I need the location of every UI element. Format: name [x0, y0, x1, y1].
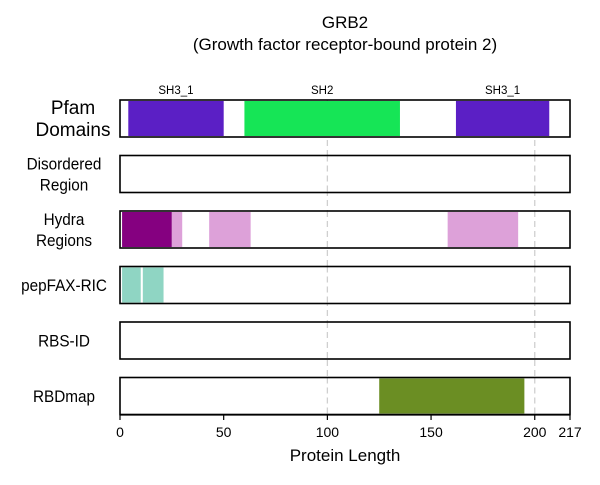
track-label-line: pepFAX-RIC [21, 276, 107, 295]
reference-lines [326, 100, 536, 415]
track-label: RBDmap [33, 387, 95, 406]
chart-title: GRB2 [322, 13, 368, 32]
segment [209, 212, 251, 247]
chart-subtitle: (Growth factor receptor-bound protein 2) [193, 35, 497, 54]
segment [122, 212, 172, 247]
track-border [119, 154, 571, 194]
x-axis-label: Protein Length [290, 446, 401, 465]
segment-label: SH2 [311, 85, 333, 97]
track-label-line: Region [40, 176, 88, 195]
track-label-line: Regions [36, 231, 92, 250]
track-label: pepFAX-RIC [21, 276, 107, 295]
track-border [119, 210, 571, 249]
track-label-line: Disordered [27, 155, 102, 174]
track-1: SH3_1 SH2 SH3_1 Pfam Domains [36, 85, 571, 141]
track-label-line: Hydra [44, 210, 85, 229]
track-label: Disordered Region [27, 155, 102, 195]
track-background [120, 155, 570, 193]
track-border [119, 265, 571, 305]
segment-label: SH3_1 [158, 85, 193, 97]
track-3: Hydra Regions [36, 210, 571, 250]
track-4: pepFAX-RIC [21, 265, 571, 305]
track-6: RBDmap [33, 376, 571, 416]
segment [244, 101, 400, 136]
track-label: Pfam Domains [36, 98, 111, 141]
track-border [119, 99, 571, 138]
x-tick-label: 200 [523, 424, 547, 440]
track-background [120, 322, 570, 359]
track-label: Hydra Regions [36, 210, 92, 250]
track-2: Disordered Region [27, 154, 571, 195]
segment [122, 267, 141, 303]
segment-label: SH3_1 [485, 85, 520, 97]
track-background [120, 266, 570, 304]
track-label-line: RBDmap [33, 387, 95, 406]
track-label-line: Domains [36, 120, 111, 141]
tracks: SH3_1 SH2 SH3_1 Pfam Domains Disordered Region… [21, 85, 571, 416]
segment [142, 267, 164, 303]
track-5: RBS-ID [38, 321, 571, 360]
track-label-line: RBS-ID [38, 332, 90, 351]
segment [447, 212, 519, 247]
x-tick-label: 100 [316, 424, 340, 440]
segment [455, 101, 550, 136]
segment [171, 212, 183, 247]
x-tick-label: 217 [558, 424, 582, 440]
segment [128, 101, 224, 136]
track-label: RBS-ID [38, 332, 90, 351]
segment [379, 378, 525, 414]
x-tick-label: 0 [116, 424, 124, 440]
x-tick-label: 150 [419, 424, 443, 440]
x-tick-label: 50 [216, 424, 232, 440]
x-axis: 0 50 100 150 200 217 [116, 414, 582, 440]
track-border [119, 321, 571, 360]
track-label-line: Pfam [51, 98, 95, 119]
